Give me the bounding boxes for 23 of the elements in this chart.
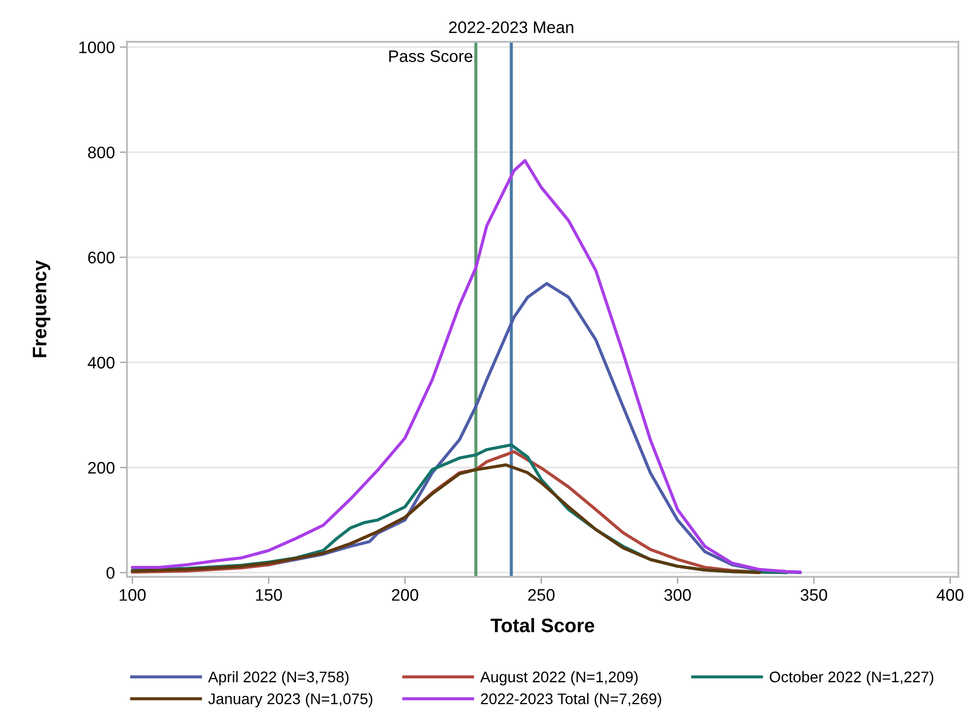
y-tick-label: 800 [88,146,114,158]
y-axis-title: Frequency [32,260,50,358]
legend-label: October 2022 (N=1,227) [770,671,934,686]
ref-line-label: 2022-2023 Mean [449,21,574,34]
legend-label: April 2022 (N=3,758) [208,671,349,686]
x-tick-label: 300 [664,589,691,601]
y-tick-label: 400 [88,356,114,369]
x-tick-label: 250 [528,589,555,601]
line-series [130,159,802,574]
y-tick-label: 0 [106,566,114,579]
legend-label: August 2022 (N=1,209) [480,671,638,686]
ref-line-label: Pass Score [389,50,472,62]
x-tick-label: 400 [936,589,964,601]
y-tick-label: 1000 [79,41,114,54]
y-tick-label: 200 [88,462,114,474]
x-axis-title: Total Score [490,618,594,632]
x-tick-label: 100 [120,589,146,601]
x-tick-label: 200 [392,589,418,601]
x-tick-label: 150 [256,589,282,601]
legend-label: 2022-2023 Total (N=7,269) [480,693,662,708]
y-tick-label: 600 [88,252,114,264]
x-tick-label: 350 [800,589,828,601]
legend-label: January 2023 (N=1,075) [208,693,372,708]
